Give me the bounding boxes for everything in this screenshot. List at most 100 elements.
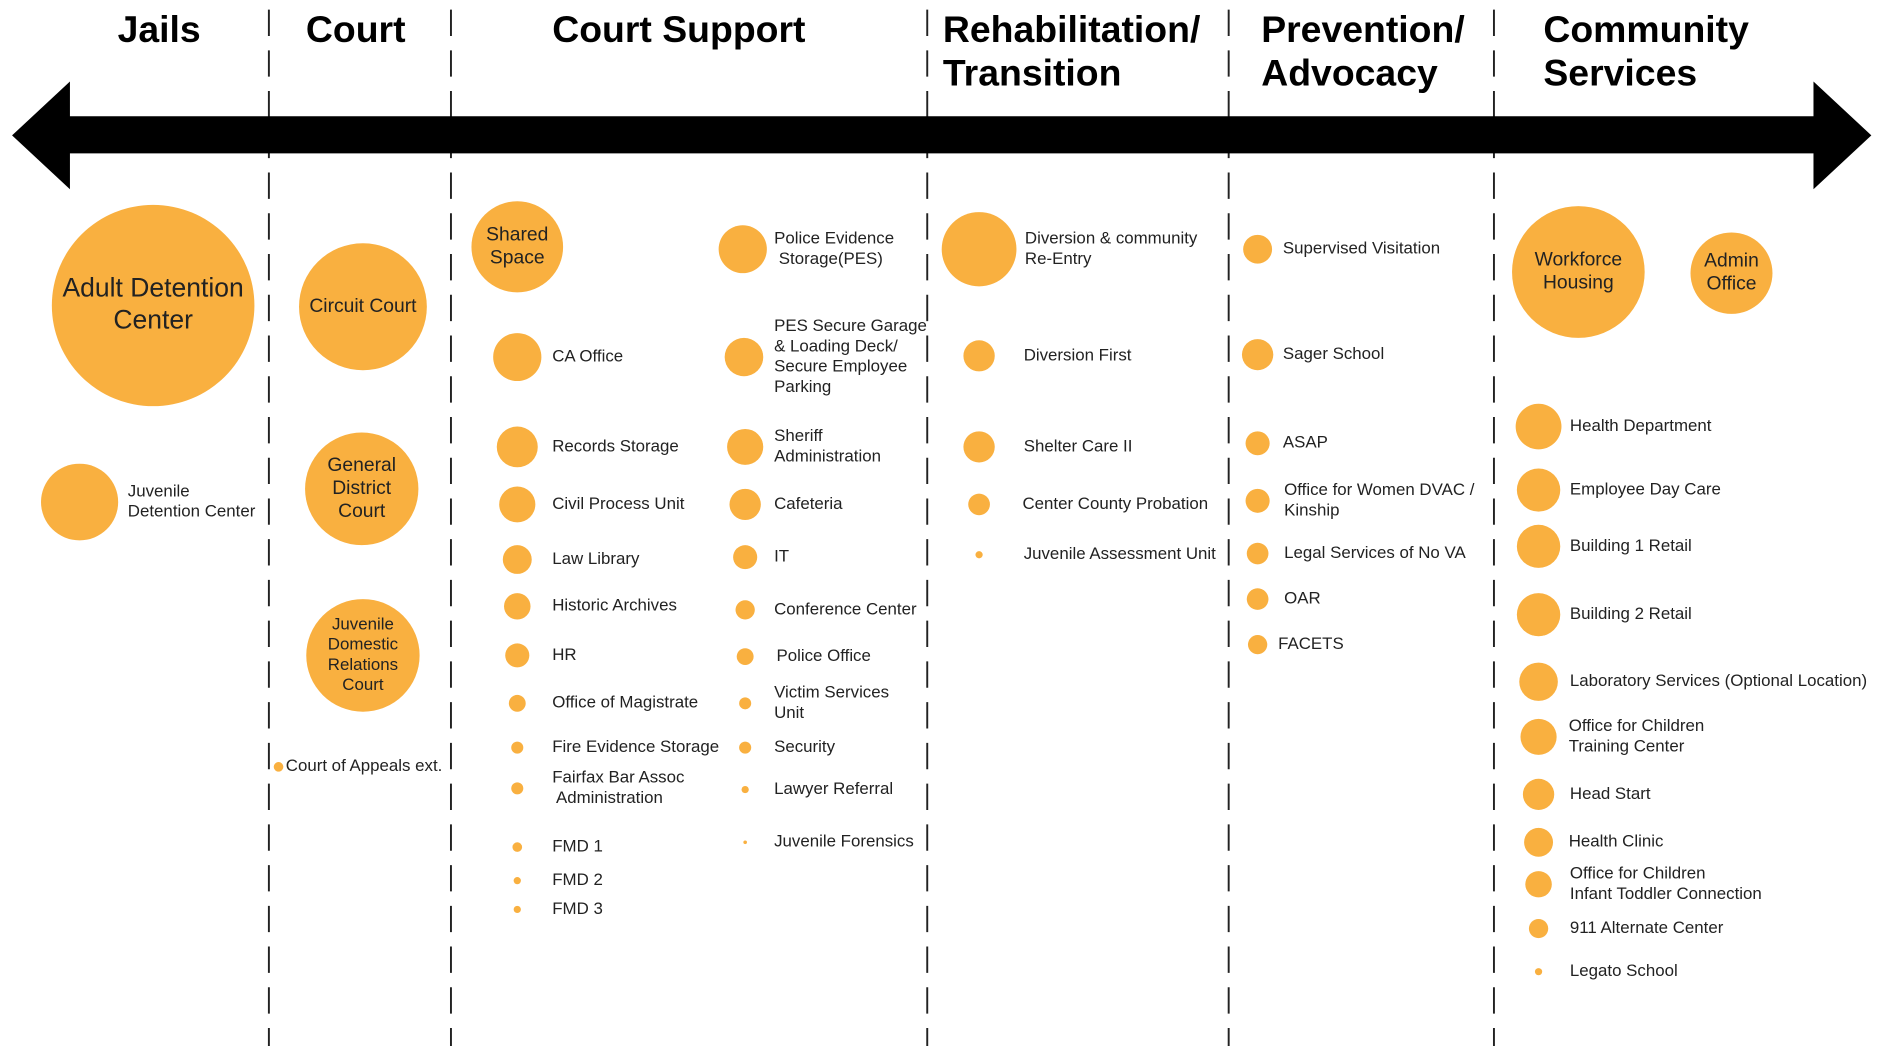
item-label: Juvenile — [332, 615, 394, 634]
item-label: FACETS — [1278, 634, 1344, 653]
bubble — [513, 905, 521, 914]
item-label: CA Office — [552, 347, 623, 366]
item-label: Center County Probation — [1022, 494, 1208, 513]
bubble — [1243, 234, 1273, 264]
bubble — [1524, 827, 1554, 857]
bubble — [499, 486, 536, 523]
bubble — [306, 599, 420, 712]
item-label: Conference Center — [774, 599, 917, 618]
column-title: Transition — [943, 51, 1122, 93]
bubble — [305, 432, 419, 546]
bubble — [736, 648, 754, 665]
item-label: Relations — [328, 655, 398, 674]
item-label: Detention Center — [128, 502, 256, 521]
item-label: FMD 2 — [552, 870, 603, 889]
item-label: IT — [774, 547, 789, 566]
item-label: Office — [1706, 274, 1756, 295]
item-label: Fairfax Bar Assoc — [552, 768, 684, 787]
column-title: Community — [1543, 8, 1749, 50]
item-label: Health Department — [1570, 416, 1712, 435]
item-label: Health Clinic — [1569, 832, 1664, 851]
item-label: Victim Services — [774, 683, 889, 702]
item-label: Lawyer Referral — [774, 779, 893, 798]
item-label: Supervised Visitation — [1283, 239, 1440, 258]
item-label: Administration — [774, 447, 881, 466]
column-title: Court Support — [552, 8, 805, 50]
bubble — [1241, 339, 1274, 371]
bubble — [471, 201, 564, 293]
item-label: General — [327, 455, 396, 476]
item-label: Storage(PES) — [774, 249, 883, 268]
bubble — [963, 431, 995, 463]
column-title: Advocacy — [1261, 51, 1438, 93]
item-label: District — [332, 478, 392, 499]
bubble — [51, 204, 255, 407]
item-label: Admin — [1704, 251, 1759, 272]
bubble — [743, 840, 747, 845]
item-label: Legato School — [1570, 961, 1678, 980]
item-label: Parking — [774, 377, 831, 396]
item-label: Office for Women DVAC / — [1284, 480, 1475, 499]
bubble — [1246, 588, 1269, 610]
bubble — [968, 493, 990, 516]
bubble — [504, 593, 531, 620]
bubble — [724, 337, 764, 377]
item-label: Building 1 Retail — [1570, 536, 1692, 555]
double-arrow — [12, 81, 1872, 190]
bubble — [496, 426, 538, 468]
bubble — [975, 551, 983, 559]
item-label: Historic Archives — [552, 596, 677, 615]
item-label: Space — [490, 247, 545, 268]
item-label: Domestic — [328, 635, 398, 654]
column-title: Services — [1543, 51, 1697, 93]
bubble — [1690, 232, 1773, 314]
dividers — [267, 9, 1495, 1046]
bubble — [1246, 542, 1269, 565]
item-label: Court — [342, 675, 384, 694]
item-label: Office for Children — [1569, 716, 1705, 735]
item-label: Housing — [1543, 273, 1614, 294]
bubble — [739, 697, 752, 710]
bubble — [1525, 871, 1552, 898]
column-title: Court — [306, 8, 406, 50]
bubble — [1515, 403, 1562, 450]
item-label: Employee Day Care — [1570, 480, 1721, 499]
bubble — [40, 463, 119, 541]
item-label: Fire Evidence Storage — [552, 737, 719, 756]
bubble — [1516, 593, 1561, 637]
item-label: Secure Employee — [774, 357, 907, 376]
bubble — [1245, 488, 1270, 513]
item-label: Center — [113, 304, 193, 334]
bubble — [299, 243, 427, 371]
item-label: Office of Magistrate — [552, 693, 698, 712]
item-label: Sager School — [1283, 344, 1384, 363]
item-label: Training Center — [1569, 737, 1685, 756]
bubble — [1516, 468, 1561, 512]
item-label: 911 Alternate Center — [1570, 918, 1724, 937]
column-title: Prevention/ — [1261, 8, 1464, 50]
bubble — [508, 694, 526, 712]
bubble — [513, 877, 521, 885]
item-label: OAR — [1284, 589, 1321, 608]
bubble — [511, 741, 524, 754]
item-label: & Loading Deck/ — [774, 336, 898, 355]
bubble — [718, 225, 767, 274]
item-label: Circuit Court — [309, 296, 417, 317]
item-label: HR — [552, 645, 576, 664]
bubble — [733, 545, 758, 570]
bubble — [741, 785, 749, 794]
bubble — [1516, 524, 1561, 568]
bubble — [512, 842, 523, 852]
item-label: Administration — [552, 788, 663, 807]
item-label: Court — [338, 501, 386, 522]
bubble — [735, 600, 755, 620]
item-label: Records Storage — [552, 436, 679, 455]
bubble — [493, 333, 542, 382]
item-label: Law Library — [552, 549, 640, 568]
bubble — [739, 741, 752, 754]
item-label: Diversion & community — [1025, 229, 1198, 248]
item-label: Re-Entry — [1025, 249, 1092, 268]
bubble — [1519, 662, 1558, 701]
